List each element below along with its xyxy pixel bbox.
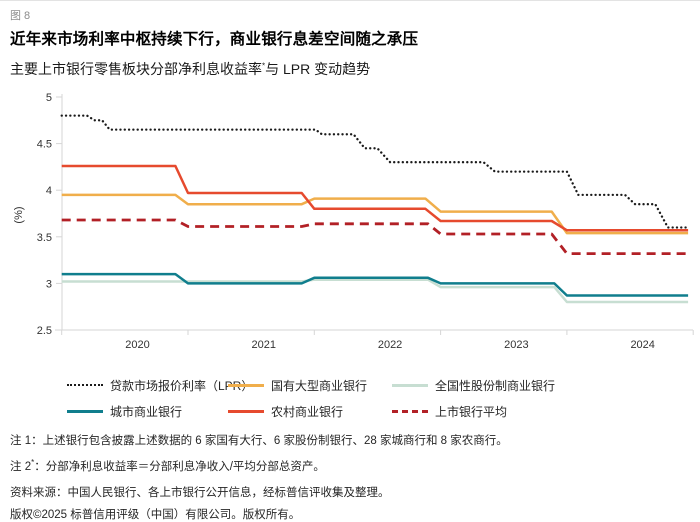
footnote-2: 注 2*：分部净利息收益率＝分部利息净收入/平均分部总资产。 bbox=[10, 457, 690, 473]
legend-swatch-city bbox=[67, 409, 103, 413]
legend-label-state-owned: 国有大型商业银行 bbox=[271, 378, 368, 393]
y-tick-label: 2.5 bbox=[37, 325, 52, 337]
x-tick-label: 2021 bbox=[252, 339, 276, 351]
legend-label-joint-stock: 全国性股份制商业银行 bbox=[435, 378, 556, 393]
legend-item-rural: 农村商业银行 bbox=[228, 403, 343, 419]
series-line-0 bbox=[60, 114, 690, 229]
legend-label-city: 城市商业银行 bbox=[110, 404, 183, 419]
y-tick-label: 3.5 bbox=[37, 232, 52, 244]
y-tick-label: 4.5 bbox=[37, 139, 52, 151]
footnote-2-marker: * bbox=[31, 458, 35, 467]
footnote-1: 注 1：上述银行包含披露上述数据的 6 家国有大行、6 家股份制银行、28 家城… bbox=[10, 435, 508, 447]
series-line-3 bbox=[61, 272, 689, 297]
legend-label-lpr: 贷款市场报价利率（LPR） bbox=[110, 378, 254, 393]
chart-legend: 贷款市场报价利率（LPR） 国有大型商业银行 全国性股份制商业银行 城市商业银行… bbox=[0, 371, 700, 423]
x-tick-label: 2022 bbox=[378, 339, 402, 351]
legend-swatch-state-owned bbox=[228, 383, 264, 387]
footnote-2-prefix: 注 2 bbox=[10, 460, 32, 473]
y-tick-label: 4 bbox=[46, 185, 52, 197]
legend-swatch-rural bbox=[228, 409, 264, 413]
legend-swatch-average bbox=[392, 409, 428, 413]
y-tick-label: 5 bbox=[46, 92, 52, 104]
chart-subtitle-text2: 与 LPR 变动趋势 bbox=[265, 61, 371, 77]
legend-swatch-lpr bbox=[67, 384, 103, 386]
chart-subtitle: 主要上市银行零售板块分部净利息收益率*与 LPR 变动趋势 bbox=[10, 59, 370, 79]
copyright-line: 版权©2025 标普信用评级（中国）有限公司。版权所有。 bbox=[10, 508, 301, 521]
footnotes: 注 1：上述银行包含披露上述数据的 6 家国有大行、6 家股份制银行、28 家城… bbox=[10, 431, 690, 521]
series-line-2 bbox=[61, 278, 689, 304]
legend-label-rural: 农村商业银行 bbox=[271, 404, 344, 419]
legend-item-average: 上市银行平均 bbox=[392, 403, 507, 419]
x-tick-label: 2023 bbox=[504, 339, 528, 351]
chart-subtitle-text: 主要上市银行零售板块分部净利息收益率 bbox=[10, 61, 262, 77]
line-chart: 5 4.5 4 3.5 3 2.5 2020 2021 2022 2023 2024 (%) bbox=[13, 92, 694, 351]
series-line-5 bbox=[61, 218, 689, 256]
series-line-4 bbox=[61, 164, 689, 232]
series-line-1 bbox=[61, 193, 689, 235]
x-tick-label: 2024 bbox=[630, 339, 654, 351]
figure-label: 图 8 bbox=[10, 10, 31, 22]
y-axis-title: (%) bbox=[13, 206, 25, 223]
x-tick-label: 2020 bbox=[125, 339, 149, 351]
footnote-2-text: ：分部净利息收益率＝分部利息净收入/平均分部总资产。 bbox=[34, 460, 325, 473]
legend-swatch-joint-stock bbox=[392, 383, 428, 387]
legend-item-joint-stock: 全国性股份制商业银行 bbox=[392, 377, 555, 393]
legend-item-city: 城市商业银行 bbox=[67, 403, 182, 419]
legend-item-state-owned: 国有大型商业银行 bbox=[228, 377, 367, 393]
source-line: 资料来源：中国人民银行、各上市银行公开信息，经标普信评收集及整理。 bbox=[10, 486, 390, 499]
subtitle-footnote-marker: * bbox=[262, 61, 266, 71]
y-tick-label: 3 bbox=[46, 278, 52, 290]
legend-item-lpr: 贷款市场报价利率（LPR） bbox=[67, 377, 253, 393]
page-title: 近年来市场利率中枢持续下行，商业银行息差空间随之承压 bbox=[10, 31, 419, 48]
legend-label-average: 上市银行平均 bbox=[435, 404, 508, 419]
